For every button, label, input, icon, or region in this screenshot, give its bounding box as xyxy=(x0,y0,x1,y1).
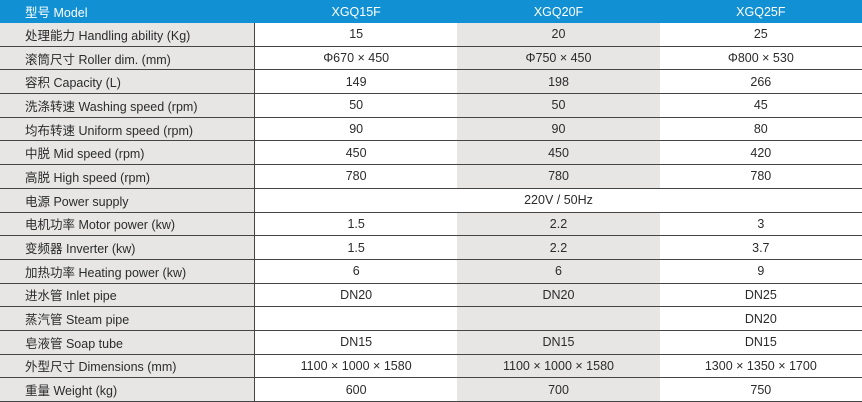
table-row: 滚筒尺寸 Roller dim. (mm) Φ670 × 450 Φ750 × 45… xyxy=(0,46,862,71)
row-label: 蒸汽管 Steam pipe xyxy=(0,307,255,330)
row-value: 450 xyxy=(345,145,367,160)
row-value: 198 xyxy=(457,70,660,94)
row-value: 80 xyxy=(753,122,768,137)
row-value: 780 xyxy=(750,169,772,184)
table-row: 外型尺寸 Dimensions (mm) 1100 × 1000 × 1580 11… xyxy=(0,354,862,379)
table-row: 容积 Capacity (L) 149 198 266 xyxy=(0,70,862,95)
row-value: Φ800 × 530 xyxy=(727,51,794,66)
row-value: 700 xyxy=(457,378,660,401)
row-label: 皂液管 Soap tube xyxy=(0,330,255,354)
row-label: 变频器 Inverter (kw) xyxy=(0,236,255,259)
row-value: 50 xyxy=(349,98,364,113)
row-value: 1100 × 1000 × 1580 xyxy=(457,354,660,378)
row-label: 均布转速 Uniform speed (rpm) xyxy=(0,117,255,141)
row-value: 1300 × 1350 × 1700 xyxy=(704,358,817,373)
row-label: 重量 Weight (kg) xyxy=(0,378,255,401)
row-value: 45 xyxy=(753,98,768,113)
row-value: DN20 xyxy=(457,283,660,307)
table-row: 处理能力 Handling ability (Kg) 15 20 25 xyxy=(0,23,862,47)
row-value: 1.5 xyxy=(347,216,365,231)
row-value: 9 xyxy=(757,264,765,279)
row-value: 149 xyxy=(345,74,367,89)
row-value: Φ750 × 450 xyxy=(457,46,660,70)
table-row: 加热功率 Heating power (kw) 6 6 9 xyxy=(0,259,862,284)
row-value: 2.2 xyxy=(457,212,660,236)
row-value xyxy=(255,307,457,330)
row-value: 50 xyxy=(457,94,660,117)
row-value: 25 xyxy=(753,27,768,42)
row-value: 600 xyxy=(345,382,367,397)
row-value: 20 xyxy=(457,23,660,46)
row-label: 加热功率 Heating power (kw) xyxy=(0,259,255,283)
table-body: 处理能力 Handling ability (Kg) 15 20 25 滚筒尺寸 Rol… xyxy=(0,23,862,402)
row-value: DN20 xyxy=(744,311,777,326)
table-header-row: 型号 Model XGQ15F XGQ20F XGQ25F xyxy=(0,0,862,23)
row-label: 外型尺寸 Dimensions (mm) xyxy=(0,354,255,378)
row-value: Φ670 × 450 xyxy=(323,51,390,66)
row-label: 中脱 Mid speed (rpm) xyxy=(0,141,255,165)
table-row: 变频器 Inverter (kw) 1.5 2.2 3.7 xyxy=(0,236,862,260)
row-label: 容积 Capacity (L) xyxy=(0,70,255,94)
row-value: 750 xyxy=(750,382,772,397)
row-value-span: 220V / 50Hz xyxy=(255,188,862,212)
row-label: 滚筒尺寸 Roller dim. (mm) xyxy=(0,46,255,70)
header-model-xgq20f: XGQ20F xyxy=(533,4,584,19)
table-row: 均布转速 Uniform speed (rpm) 90 90 80 xyxy=(0,117,862,142)
table-row: 高脱 High speed (rpm) 780 780 780 xyxy=(0,165,862,189)
table-row: 皂液管 Soap tube DN15 DN15 DN15 xyxy=(0,330,862,355)
table-row: 电机功率 Motor power (kw) 1.5 2.2 3 xyxy=(0,212,862,237)
header-model-xgq15f: XGQ15F xyxy=(331,4,381,19)
table-row: 洗涤转速 Washing speed (rpm) 50 50 45 xyxy=(0,94,862,118)
row-value: 15 xyxy=(349,27,364,42)
row-value: DN15 xyxy=(340,335,373,350)
row-label: 电源 Power supply xyxy=(0,188,255,212)
row-value xyxy=(457,307,660,330)
table-row: 重量 Weight (kg) 600 700 750 xyxy=(0,378,862,402)
table-row: 进水管 Inlet pipe DN20 DN20 DN25 xyxy=(0,283,862,308)
row-value: 780 xyxy=(345,169,367,184)
row-value: DN15 xyxy=(457,330,660,354)
row-label: 电机功率 Motor power (kw) xyxy=(0,212,255,236)
row-value: 266 xyxy=(750,74,772,89)
header-model-xgq25f: XGQ25F xyxy=(736,4,786,19)
row-value: 3.7 xyxy=(752,240,770,255)
row-value: 780 xyxy=(457,165,660,188)
row-value: 6 xyxy=(352,264,360,279)
table-row: 蒸汽管 Steam pipe DN20 xyxy=(0,307,862,331)
row-value: 90 xyxy=(457,117,660,141)
row-value: DN15 xyxy=(744,335,777,350)
row-value: 1.5 xyxy=(347,240,365,255)
row-label: 处理能力 Handling ability (Kg) xyxy=(0,23,255,46)
row-value: 2.2 xyxy=(457,236,660,259)
header-model-label: 型号 Model xyxy=(25,6,88,20)
row-label: 高脱 High speed (rpm) xyxy=(0,165,255,188)
table-row: 电源 Power supply 220V / 50Hz xyxy=(0,188,862,213)
row-value: DN20 xyxy=(340,287,373,302)
row-label: 进水管 Inlet pipe xyxy=(0,283,255,307)
row-value: DN25 xyxy=(744,287,777,302)
row-value: 6 xyxy=(457,259,660,283)
row-value: 450 xyxy=(457,141,660,165)
row-value: 90 xyxy=(349,122,364,137)
table-row: 中脱 Mid speed (rpm) 450 450 420 xyxy=(0,141,862,166)
row-value: 3 xyxy=(757,216,765,231)
row-value: 420 xyxy=(750,145,772,160)
row-label: 洗涤转速 Washing speed (rpm) xyxy=(0,94,255,117)
row-value: 1100 × 1000 × 1580 xyxy=(300,358,412,373)
